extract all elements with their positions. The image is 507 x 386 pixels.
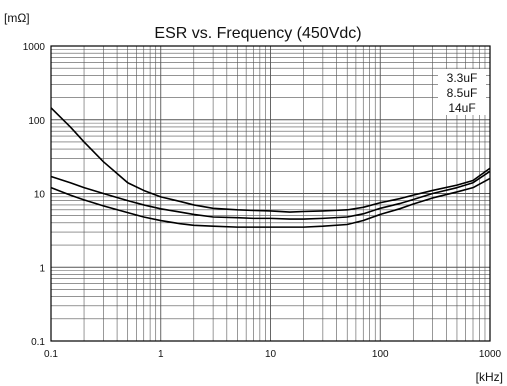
- y-tick-labels: 1000 100 10 1 0.1: [23, 42, 46, 348]
- x-tick-label: 0.1: [44, 349, 58, 360]
- y-tick-label: 1: [39, 263, 45, 274]
- legend-entry-8-5uf: 8.5uF: [447, 86, 478, 100]
- x-tick-label: 1000: [479, 349, 502, 360]
- y-tick-label: 100: [28, 116, 45, 127]
- series-group: [50, 107, 491, 228]
- y-tick-label: 10: [34, 190, 46, 201]
- plot-frame: [50, 45, 491, 342]
- grid-lines: [50, 46, 490, 342]
- legend: 3.3uF 8.5uF 14uF: [438, 69, 486, 115]
- x-tick-label: 10: [265, 349, 277, 360]
- series-line-2: [50, 170, 491, 220]
- y-tick-label: 0.1: [31, 337, 45, 348]
- y-axis-unit-label: [mΩ]: [4, 11, 30, 25]
- y-tick-label: 1000: [23, 42, 46, 53]
- legend-background: [438, 69, 486, 115]
- series-line-3: [50, 177, 491, 228]
- x-tick-label: 100: [372, 349, 389, 360]
- legend-entry-14uf: 14uF: [448, 101, 475, 115]
- series-line-1: [50, 107, 491, 213]
- x-tick-label: 1: [158, 349, 164, 360]
- x-tick-labels: 0.1 1 10 100 1000: [44, 349, 502, 360]
- x-axis-unit-label: [kHz]: [476, 370, 503, 384]
- legend-entry-3-3uf: 3.3uF: [447, 71, 478, 85]
- chart-title: ESR vs. Frequency (450Vdc): [154, 25, 361, 42]
